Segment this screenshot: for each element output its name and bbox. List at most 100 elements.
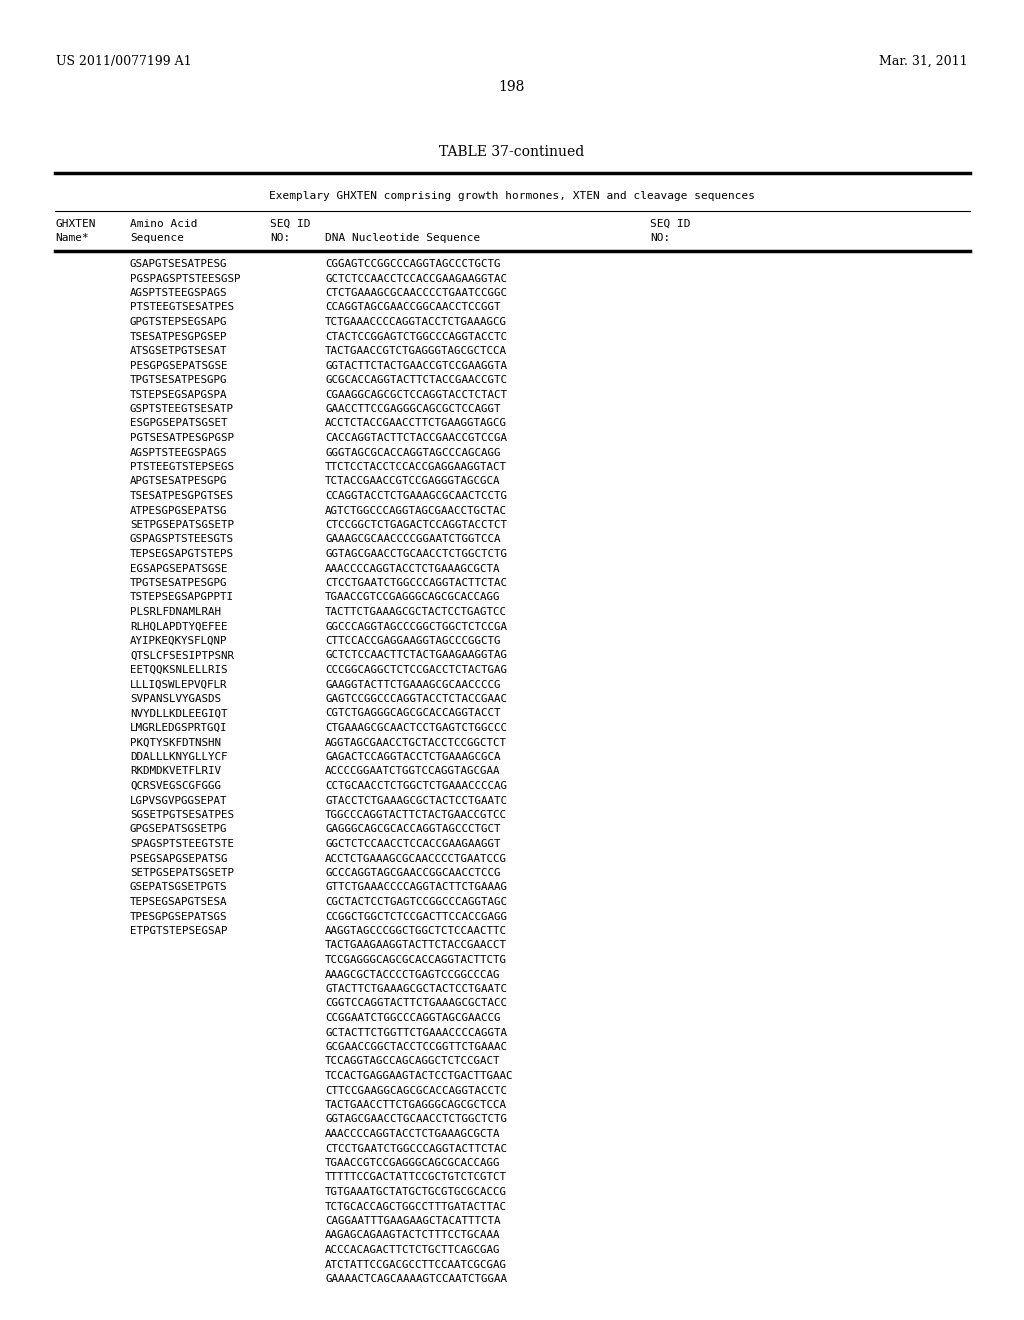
Text: GCCCAGGTAGCGAACCGGCAACCTCCG: GCCCAGGTAGCGAACCGGCAACCTCCG [325, 869, 501, 878]
Text: PSEGSAPGSEPATSG: PSEGSAPGSEPATSG [130, 854, 227, 863]
Text: AAGAGCAGAAGTACTCTTTCCTGCAAA: AAGAGCAGAAGTACTCTTTCCTGCAAA [325, 1230, 501, 1241]
Text: TPESGPGSEPATSGS: TPESGPGSEPATSGS [130, 912, 227, 921]
Text: GAAAACTCAGCAAAAGTCCAATCTGGAA: GAAAACTCAGCAAAAGTCCAATCTGGAA [325, 1274, 507, 1284]
Text: NVYDLLKDLEEGIQT: NVYDLLKDLEEGIQT [130, 709, 227, 718]
Text: ACCTCTACCGAACCTTCTGAAGGTAGCG: ACCTCTACCGAACCTTCTGAAGGTAGCG [325, 418, 507, 429]
Text: NO:: NO: [270, 234, 290, 243]
Text: GGGTAGCGCACCAGGTAGCCCAGCAGG: GGGTAGCGCACCAGGTAGCCCAGCAGG [325, 447, 501, 458]
Text: GAGGGCAGCGCACCAGGTAGCCCTGCT: GAGGGCAGCGCACCAGGTAGCCCTGCT [325, 825, 501, 834]
Text: TGAACCGTCCGAGGGCAGCGCACCAGG: TGAACCGTCCGAGGGCAGCGCACCAGG [325, 1158, 501, 1168]
Text: GCGCACCAGGTACTTCTACCGAACCGTC: GCGCACCAGGTACTTCTACCGAACCGTC [325, 375, 507, 385]
Text: ACCCACAGACTTCTCTGCTTCAGCGAG: ACCCACAGACTTCTCTGCTTCAGCGAG [325, 1245, 501, 1255]
Text: CAGGAATTTGAAGAAGCTACATTTCTA: CAGGAATTTGAAGAAGCTACATTTCTA [325, 1216, 501, 1226]
Text: TSTEPSEGSAPGSPA: TSTEPSEGSAPGSPA [130, 389, 227, 400]
Text: ACCCCGGAATCTGGTCCAGGTAGCGAA: ACCCCGGAATCTGGTCCAGGTAGCGAA [325, 767, 501, 776]
Text: GHXTEN: GHXTEN [55, 219, 95, 228]
Text: CTCCGGCTCTGAGACTCCAGGTACCTCT: CTCCGGCTCTGAGACTCCAGGTACCTCT [325, 520, 507, 531]
Text: GSAPGTSESATPESG: GSAPGTSESATPESG [130, 259, 227, 269]
Text: TEPSEGSAPGTSESA: TEPSEGSAPGTSESA [130, 898, 227, 907]
Text: CGGTCCAGGTACTTCTGAAAGCGCTACC: CGGTCCAGGTACTTCTGAAAGCGCTACC [325, 998, 507, 1008]
Text: AAGGTAGCCCGGCTGGCTCTCCAACTTC: AAGGTAGCCCGGCTGGCTCTCCAACTTC [325, 927, 507, 936]
Text: 198: 198 [499, 81, 525, 94]
Text: AYIPKEQKYSFLQNP: AYIPKEQKYSFLQNP [130, 636, 227, 645]
Text: GPGSEPATSGSETPG: GPGSEPATSGSETPG [130, 825, 227, 834]
Text: PLSRLFDNAMLRAH: PLSRLFDNAMLRAH [130, 607, 221, 616]
Text: TGTGAAATGCTATGCTGCGTGCGCACCG: TGTGAAATGCTATGCTGCGTGCGCACCG [325, 1187, 507, 1197]
Text: GAAAGCGCAACCCCGGAATCTGGTCCA: GAAAGCGCAACCCCGGAATCTGGTCCA [325, 535, 501, 544]
Text: LGPVSGVPGGSEPAT: LGPVSGVPGGSEPAT [130, 796, 227, 805]
Text: ACCTCTGAAAGCGCAACCCCTGAATCCG: ACCTCTGAAAGCGCAACCCCTGAATCCG [325, 854, 507, 863]
Text: AGSPTSTEEGSPAGS: AGSPTSTEEGSPAGS [130, 288, 227, 298]
Text: LMGRLEDGSPRTGQI: LMGRLEDGSPRTGQI [130, 723, 227, 733]
Text: TACTGAACCGTCTGAGGGTAGCGCTCCA: TACTGAACCGTCTGAGGGTAGCGCTCCA [325, 346, 507, 356]
Text: CCAGGTAGCGAACCGGCAACCTCCGGT: CCAGGTAGCGAACCGGCAACCTCCGGT [325, 302, 501, 313]
Text: RKDMDKVETFLRIV: RKDMDKVETFLRIV [130, 767, 221, 776]
Text: SEQ ID: SEQ ID [270, 219, 310, 228]
Text: TSESATPESGPGSEP: TSESATPESGPGSEP [130, 331, 227, 342]
Text: GCTCTCCAACTTCTACTGAAGAAGGTAG: GCTCTCCAACTTCTACTGAAGAAGGTAG [325, 651, 507, 660]
Text: GAAGGTACTTCTGAAAGCGCAACCCCG: GAAGGTACTTCTGAAAGCGCAACCCCG [325, 680, 501, 689]
Text: TEPSEGSAPGTSTEPS: TEPSEGSAPGTSTEPS [130, 549, 234, 558]
Text: TTTTTCCGACTATTCCGCTGTCTCGTCT: TTTTTCCGACTATTCCGCTGTCTCGTCT [325, 1172, 507, 1183]
Text: SPAGSPTSTEEGTSTE: SPAGSPTSTEEGTSTE [130, 840, 234, 849]
Text: GGTAGCGAACCTGCAACCTCTGGCTCTG: GGTAGCGAACCTGCAACCTCTGGCTCTG [325, 1114, 507, 1125]
Text: CTCCTGAATCTGGCCCAGGTACTTCTAC: CTCCTGAATCTGGCCCAGGTACTTCTAC [325, 578, 507, 587]
Text: CGGAGTCCGGCCCAGGTAGCCCTGCTG: CGGAGTCCGGCCCAGGTAGCCCTGCTG [325, 259, 501, 269]
Text: CCAGGTACCTCTGAAAGCGCAACTCCTG: CCAGGTACCTCTGAAAGCGCAACTCCTG [325, 491, 507, 502]
Text: PESGPGSEPATSGSE: PESGPGSEPATSGSE [130, 360, 227, 371]
Text: TACTGAACCTTCTGAGGGCAGCGCTCCA: TACTGAACCTTCTGAGGGCAGCGCTCCA [325, 1100, 507, 1110]
Text: CTTCCACCGAGGAAGGTAGCCCGGCTG: CTTCCACCGAGGAAGGTAGCCCGGCTG [325, 636, 501, 645]
Text: SETPGSEPATSGSETP: SETPGSEPATSGSETP [130, 869, 234, 878]
Text: GTACCTCTGAAAGCGCTACTCCTGAATC: GTACCTCTGAAAGCGCTACTCCTGAATC [325, 796, 507, 805]
Text: CTACTCCGGAGTCTGGCCCAGGTACCTC: CTACTCCGGAGTCTGGCCCAGGTACCTC [325, 331, 507, 342]
Text: ATPESGPGSEPATSG: ATPESGPGSEPATSG [130, 506, 227, 516]
Text: CACCAGGTACTTCTACCGAACCGTCCGA: CACCAGGTACTTCTACCGAACCGTCCGA [325, 433, 507, 444]
Text: GGCCCAGGTAGCCCGGCTGGCTCTCCGA: GGCCCAGGTAGCCCGGCTGGCTCTCCGA [325, 622, 507, 631]
Text: ATSGSETPGTSESAT: ATSGSETPGTSESAT [130, 346, 227, 356]
Text: CGTCTGAGGGCAGCGCACCAGGTACCT: CGTCTGAGGGCAGCGCACCAGGTACCT [325, 709, 501, 718]
Text: AGSPTSTEEGSPAGS: AGSPTSTEEGSPAGS [130, 447, 227, 458]
Text: PTSTEEGTSESATPES: PTSTEEGTSESATPES [130, 302, 234, 313]
Text: TGAACCGTCCGAGGGCAGCGCACCAGG: TGAACCGTCCGAGGGCAGCGCACCAGG [325, 593, 501, 602]
Text: NO:: NO: [650, 234, 671, 243]
Text: GGCTCTCCAACCTCCACCGAAGAAGGT: GGCTCTCCAACCTCCACCGAAGAAGGT [325, 840, 501, 849]
Text: TCCGAGGGCAGCGCACCAGGTACTTCTG: TCCGAGGGCAGCGCACCAGGTACTTCTG [325, 954, 507, 965]
Text: PTSTEEGTSTEPSEGS: PTSTEEGTSTEPSEGS [130, 462, 234, 473]
Text: TCTACCGAACCGTCCGAGGGTAGCGCA: TCTACCGAACCGTCCGAGGGTAGCGCA [325, 477, 501, 487]
Text: CGAAGGCAGCGCTCCAGGTACCTCTACT: CGAAGGCAGCGCTCCAGGTACCTCTACT [325, 389, 507, 400]
Text: GSEPATSGSETPGTS: GSEPATSGSETPGTS [130, 883, 227, 892]
Text: TCTGCACCAGCTGGCCTTTGATACTTAC: TCTGCACCAGCTGGCCTTTGATACTTAC [325, 1201, 507, 1212]
Text: US 2011/0077199 A1: US 2011/0077199 A1 [56, 55, 191, 69]
Text: EGSAPGSEPATSGSE: EGSAPGSEPATSGSE [130, 564, 227, 573]
Text: ESGPGSEPATSGSET: ESGPGSEPATSGSET [130, 418, 227, 429]
Text: TGGCCCAGGTACTTCTACTGAACCGTCC: TGGCCCAGGTACTTCTACTGAACCGTCC [325, 810, 507, 820]
Text: TPGTSESATPESGPG: TPGTSESATPESGPG [130, 578, 227, 587]
Text: AAACCCCAGGTACCTCTGAAAGCGCTA: AAACCCCAGGTACCTCTGAAAGCGCTA [325, 564, 501, 573]
Text: TPGTSESATPESGPG: TPGTSESATPESGPG [130, 375, 227, 385]
Text: GPGTSTEPSEGSAPG: GPGTSTEPSEGSAPG [130, 317, 227, 327]
Text: TABLE 37-continued: TABLE 37-continued [439, 145, 585, 158]
Text: DNA Nucleotide Sequence: DNA Nucleotide Sequence [325, 234, 480, 243]
Text: TCCAGGTAGCCAGCAGGCTCTCCGACT: TCCAGGTAGCCAGCAGGCTCTCCGACT [325, 1056, 501, 1067]
Text: GGTACTTCTACTGAACCGTCCGAAGGTA: GGTACTTCTACTGAACCGTCCGAAGGTA [325, 360, 507, 371]
Text: CCCGGCAGGCTCTCCGACCTCTACTGAG: CCCGGCAGGCTCTCCGACCTCTACTGAG [325, 665, 507, 675]
Text: Mar. 31, 2011: Mar. 31, 2011 [879, 55, 968, 69]
Text: CCGGCTGGCTCTCCGACTTCCACCGAGG: CCGGCTGGCTCTCCGACTTCCACCGAGG [325, 912, 507, 921]
Text: GSPAGSPTSTEESGTS: GSPAGSPTSTEESGTS [130, 535, 234, 544]
Text: QCRSVEGSCGFGGG: QCRSVEGSCGFGGG [130, 781, 221, 791]
Text: EETQQKSNLELLRIS: EETQQKSNLELLRIS [130, 665, 227, 675]
Text: PGSPAGSPTSTEESGSP: PGSPAGSPTSTEESGSP [130, 273, 241, 284]
Text: SGSETPGTSESATPES: SGSETPGTSESATPES [130, 810, 234, 820]
Text: Name*: Name* [55, 234, 89, 243]
Text: GAGTCCGGCCCAGGTACCTCTACCGAAC: GAGTCCGGCCCAGGTACCTCTACCGAAC [325, 694, 507, 704]
Text: SETPGSEPATSGSETP: SETPGSEPATSGSETP [130, 520, 234, 531]
Text: GCTACTTCTGGTTCTGAAACCCCAGGTA: GCTACTTCTGGTTCTGAAACCCCAGGTA [325, 1027, 507, 1038]
Text: CTTCCGAAGGCAGCGCACCAGGTACCTC: CTTCCGAAGGCAGCGCACCAGGTACCTC [325, 1085, 507, 1096]
Text: CTGAAAGCGCAACTCCTGAGTCTGGCCC: CTGAAAGCGCAACTCCTGAGTCTGGCCC [325, 723, 507, 733]
Text: GCGAACCGGCTACCTCCGGTTCTGAAAC: GCGAACCGGCTACCTCCGGTTCTGAAAC [325, 1041, 507, 1052]
Text: AGTCTGGCCCAGGTAGCGAACCTGCTAC: AGTCTGGCCCAGGTAGCGAACCTGCTAC [325, 506, 507, 516]
Text: GTACTTCTGAAAGCGCTACTCCTGAATC: GTACTTCTGAAAGCGCTACTCCTGAATC [325, 983, 507, 994]
Text: AGGTAGCGAACCTGCTACCTCCGGCTCT: AGGTAGCGAACCTGCTACCTCCGGCTCT [325, 738, 507, 747]
Text: GSPTSTEEGTSESATP: GSPTSTEEGTSESATP [130, 404, 234, 414]
Text: GAACCTTCCGAGGGCAGCGCTCCAGGT: GAACCTTCCGAGGGCAGCGCTCCAGGT [325, 404, 501, 414]
